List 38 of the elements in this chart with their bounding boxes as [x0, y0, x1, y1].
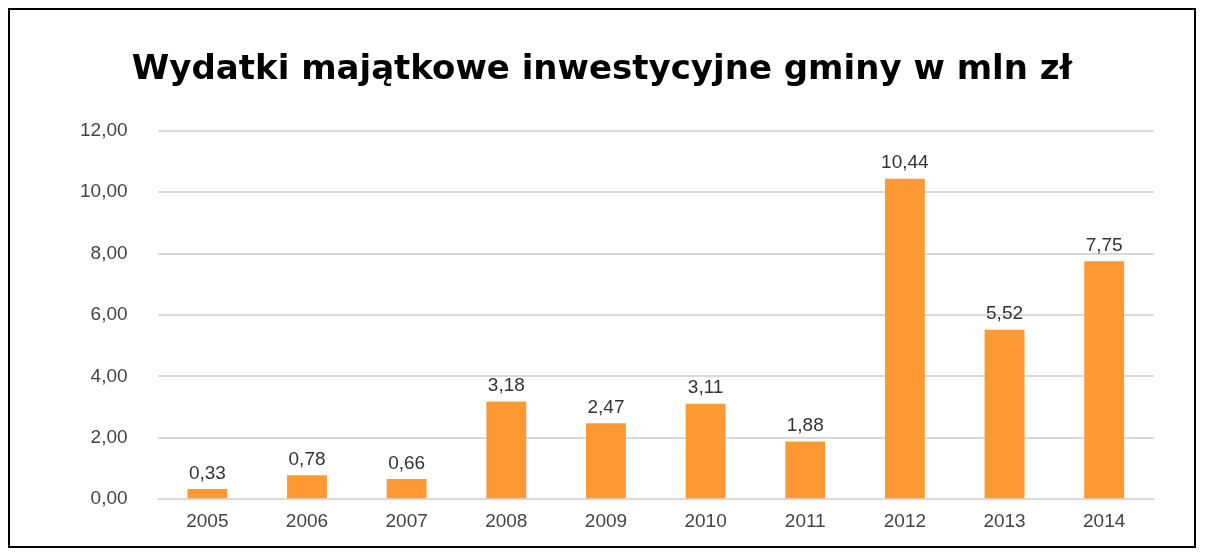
data-label: 3,11 — [687, 376, 724, 398]
data-label: 7,75 — [1085, 234, 1123, 256]
x-tick-label: 2012 — [883, 509, 927, 531]
y-tick-label: 8,00 — [90, 241, 128, 263]
x-tick-label: 2014 — [1083, 509, 1126, 531]
bar — [1084, 261, 1125, 499]
x-tick-label: 2010 — [684, 509, 727, 531]
y-tick-label: 4,00 — [90, 364, 128, 386]
x-tick-label: 2008 — [485, 509, 528, 531]
bar — [187, 489, 228, 499]
bar — [685, 403, 726, 499]
bar — [884, 178, 925, 499]
data-label: 0,78 — [288, 447, 326, 469]
data-label: 2,47 — [587, 396, 625, 418]
y-tick-label: 2,00 — [90, 426, 128, 448]
y-tick-label: 6,00 — [90, 303, 128, 325]
x-tick-label: 2009 — [584, 509, 628, 531]
bar — [785, 441, 826, 499]
chart-title: Wydatki majątkowe inwestycyjne gminy w mln zł — [131, 47, 1074, 88]
x-tick-label: 2005 — [186, 509, 229, 531]
y-tick-label: 0,00 — [90, 487, 128, 509]
data-label: 0,33 — [188, 461, 226, 483]
bar — [984, 329, 1025, 499]
y-tick-label: 12,00 — [80, 119, 128, 141]
data-label: 0,66 — [388, 451, 426, 473]
data-label: 5,52 — [986, 302, 1024, 324]
bar — [486, 401, 527, 499]
x-tick-label: 2006 — [285, 509, 329, 531]
x-tick-label: 2013 — [983, 509, 1026, 531]
bar — [287, 475, 327, 499]
x-tick-label: 2007 — [385, 509, 428, 531]
bar — [386, 478, 427, 499]
data-label: 3,18 — [487, 374, 525, 396]
bar — [586, 423, 626, 499]
data-label: 1,88 — [786, 414, 824, 436]
x-tick-label: 2011 — [784, 509, 826, 531]
data-label: 10,44 — [881, 151, 930, 173]
y-tick-label: 10,00 — [80, 180, 128, 202]
